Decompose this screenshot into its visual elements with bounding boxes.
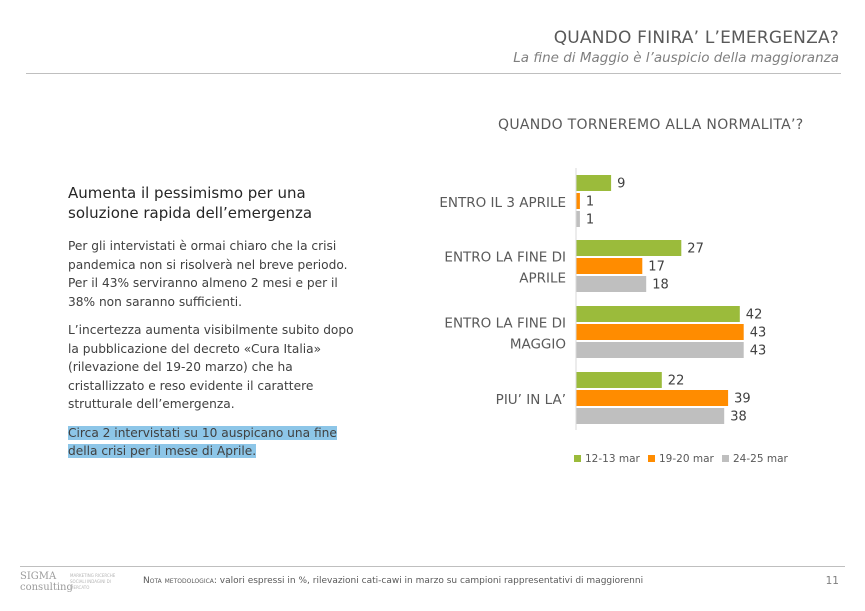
legend-label: 24-25 mar <box>733 453 789 465</box>
slide-subtitle: La fine di Maggio è l’auspicio della mag… <box>513 50 839 66</box>
bar <box>576 211 580 227</box>
bar <box>576 240 682 256</box>
bar <box>576 306 740 322</box>
data-label: 9 <box>617 177 625 192</box>
text-paragraph-2: L’incertezza aumenta visibilmente subito… <box>68 323 354 411</box>
text-heading: Aumenta il pessimismo per una soluzione … <box>68 184 313 222</box>
data-label: 43 <box>750 326 767 341</box>
bar <box>576 193 580 209</box>
bar <box>576 276 647 292</box>
legend-label: 12-13 mar <box>585 453 641 465</box>
category-label: MAGGIO <box>510 337 566 353</box>
bar <box>576 408 725 424</box>
text-panel: Aumenta il pessimismo per una soluzione … <box>68 183 358 471</box>
bar <box>576 390 729 406</box>
text-highlight-wrapper: Circa 2 intervistati su 10 auspicano una… <box>68 424 358 461</box>
data-label: 17 <box>648 260 665 275</box>
sigma-logo: SIGMA consulting MARKETING RICERCHE SOCIA… <box>20 571 120 595</box>
footer-divider <box>20 566 845 567</box>
bar <box>576 324 744 340</box>
data-label: 38 <box>730 410 747 425</box>
data-label: 43 <box>750 344 767 359</box>
legend-label: 19-20 mar <box>659 453 715 465</box>
data-label: 1 <box>586 213 594 228</box>
category-label: APRILE <box>519 271 566 287</box>
data-label: 1 <box>586 195 594 210</box>
bar <box>576 258 643 274</box>
category-label: PIU’ IN LA’ <box>496 392 566 408</box>
methodology-label: Nota metodologica: <box>143 576 217 586</box>
chart-title: QUANDO TORNEREMO ALLA NORMALITA’? <box>498 117 804 133</box>
text-paragraph-1: Per gli intervistati è ormai chiaro che … <box>68 239 348 309</box>
data-label: 18 <box>652 278 669 293</box>
data-label: 42 <box>746 308 763 323</box>
methodology-text: valori espressi in %, rilevazioni cati-c… <box>216 576 644 586</box>
category-label: ENTRO LA FINE DI <box>444 316 566 332</box>
legend-swatch <box>722 455 729 462</box>
logo-wordmark: SIGMA consulting <box>20 571 73 593</box>
methodology-note: Nota metodologica: valori espressi in %,… <box>143 576 643 586</box>
legend-swatch <box>574 455 581 462</box>
bar <box>576 175 612 191</box>
logo-tagline: MARKETING RICERCHE SOCIALI INDAGINI DI M… <box>70 573 116 590</box>
data-label: 39 <box>734 392 751 407</box>
legend-swatch <box>648 455 655 462</box>
title-divider <box>26 73 841 74</box>
page-number: 11 <box>825 575 839 587</box>
bar <box>576 342 744 358</box>
category-label: ENTRO LA FINE DI <box>444 250 566 266</box>
data-label: 22 <box>668 374 685 389</box>
bar <box>576 372 662 388</box>
data-label: 27 <box>687 242 704 257</box>
slide-title: QUANDO FINIRA’ L’EMERGENZA? <box>553 28 839 48</box>
category-label: ENTRO IL 3 APRILE <box>439 195 566 211</box>
